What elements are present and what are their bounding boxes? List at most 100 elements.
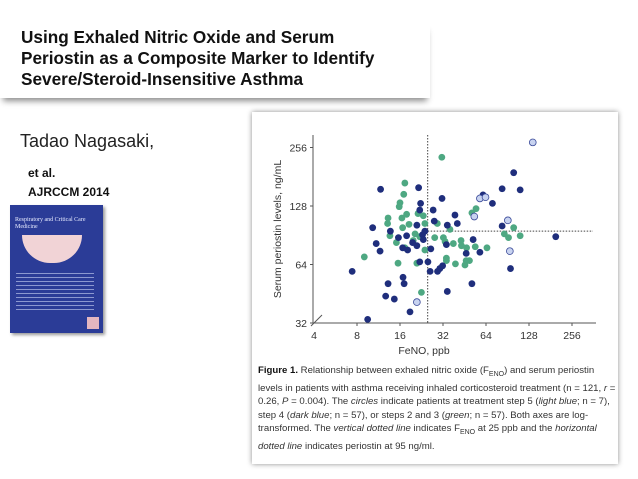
x-tick-label: 256 — [563, 330, 581, 342]
slide-title: Using Exhaled Nitric Oxide and Serum Per… — [21, 27, 374, 90]
caption-segment: vertical dotted line — [333, 423, 411, 435]
data-point-step2_3 — [360, 253, 368, 261]
data-point-step4 — [395, 234, 402, 242]
caption-segment: circles — [350, 396, 379, 408]
caption-segment: light blue — [538, 396, 578, 408]
data-point-step2_3 — [442, 257, 450, 265]
data-point-step2_3 — [438, 153, 446, 161]
data-point-step4 — [443, 221, 451, 229]
caption-segment: at 25 ppb and the — [475, 423, 556, 435]
data-point-step2_3 — [457, 237, 465, 244]
data-point-step2_3 — [418, 288, 425, 296]
data-point-step5 — [413, 298, 421, 306]
title-box — [0, 22, 430, 98]
data-point-step4 — [404, 246, 412, 254]
et-al: et al. — [28, 166, 56, 180]
data-point-step2_3 — [505, 234, 512, 242]
data-point-step2_3 — [421, 220, 429, 227]
data-point-step2_3 — [384, 220, 391, 227]
caption-segment: Relationship between exhaled nitric oxid… — [297, 365, 489, 376]
data-point-step4 — [429, 206, 437, 214]
data-point-step2_3 — [483, 244, 491, 252]
caption-segment: r — [603, 382, 608, 394]
data-point-step2_3 — [516, 232, 524, 240]
y-tick-label: 256 — [289, 143, 307, 155]
data-point-step4 — [438, 195, 446, 202]
data-point-step4 — [510, 169, 518, 177]
x-tick-label: 4 — [311, 330, 317, 342]
data-point-step4 — [406, 308, 414, 316]
x-tick-label: 64 — [480, 330, 492, 342]
data-point-step2_3 — [403, 210, 411, 218]
data-point-step2_3 — [399, 224, 407, 232]
caption-segment: indicate patients at treatment step 5 ( — [378, 396, 539, 408]
caption-segment: ; n = 57), or steps 2 and 3 ( — [329, 409, 445, 421]
data-point-step2_3 — [400, 190, 408, 198]
data-point-step4 — [451, 211, 459, 219]
data-point-step4 — [419, 236, 427, 243]
title-line: Severe/Steroid-Insensitive Asthma — [21, 69, 304, 89]
data-point-step4 — [390, 295, 398, 303]
axis-break-mark — [310, 314, 323, 327]
journal-cover-title: Respiratory and Critical Care Medicine — [15, 217, 86, 230]
data-point-step5 — [481, 193, 490, 202]
data-point-step4 — [415, 184, 423, 192]
title-line: Periostin as a Composite Marker to Ident… — [21, 48, 375, 68]
data-point-step4 — [424, 258, 432, 266]
data-point-step2_3 — [466, 257, 473, 265]
data-point-step4 — [498, 222, 506, 230]
data-point-step2_3 — [401, 179, 409, 187]
caption-segment: ENO — [459, 429, 476, 437]
data-point-step4 — [403, 232, 411, 240]
author: Tadao Nagasaki, — [20, 131, 155, 151]
data-point-step4 — [399, 273, 407, 281]
data-point-step2_3 — [419, 212, 427, 220]
data-point-step4 — [426, 267, 434, 275]
caption-segment: ; n = 57). Both axes are log-transformed… — [258, 409, 589, 435]
data-point-step2_3 — [421, 246, 429, 254]
caption-segment: indicates F — [410, 423, 460, 435]
data-point-step4 — [376, 247, 384, 255]
data-point-step5 — [528, 138, 537, 147]
data-point-step4 — [552, 233, 560, 241]
figure-caption: Figure 1. Relationship between exhaled n… — [258, 364, 620, 453]
data-point-step2_3 — [395, 203, 403, 211]
data-point-step2_3 — [405, 220, 413, 228]
data-point-step2_3 — [472, 205, 480, 213]
data-point-step4 — [462, 249, 470, 257]
y-tick-label: 64 — [295, 260, 307, 272]
y-tick-label: 32 — [295, 318, 307, 330]
data-point-step4 — [386, 227, 394, 235]
caption-segment: = 0.26, — [258, 382, 616, 408]
x-tick-label: 16 — [394, 330, 406, 342]
caption-segment: ) and serum periostin levels in patients… — [258, 365, 604, 394]
data-point-step2_3 — [398, 214, 406, 222]
caption-segment: ENO — [488, 370, 505, 378]
caption-segment: Figure 1. — [258, 365, 298, 376]
data-point-step2_3 — [471, 243, 479, 251]
data-point-step4 — [413, 242, 421, 250]
cover-text-lines — [16, 270, 94, 310]
data-point-step4 — [489, 200, 496, 207]
data-point-step4 — [468, 280, 476, 288]
title-line: Using Exhaled Nitric Oxide and Serum — [21, 27, 335, 47]
data-point-step4 — [427, 245, 435, 253]
data-point-step4 — [413, 221, 421, 229]
data-point-step4 — [372, 240, 380, 247]
caption-segment: ; n = 7), step 4 ( — [258, 396, 610, 421]
data-point-step4 — [400, 280, 408, 288]
data-point-step4 — [443, 288, 451, 295]
caption-segment: indicates periostin at 95 ng/ml. — [302, 440, 435, 452]
y-axis-label: Serum periostin levels, ng/mL — [272, 160, 284, 298]
data-point-step4 — [384, 280, 392, 288]
caption-segment: horizontal dotted line — [258, 423, 597, 452]
caption-segment: = 0.004). The — [288, 396, 351, 408]
x-tick-label: 128 — [520, 330, 538, 342]
data-point-step4 — [476, 248, 484, 256]
data-point-step4 — [439, 262, 447, 270]
cover-corner-logo — [87, 317, 99, 329]
data-point-step4 — [469, 236, 477, 243]
data-point-step4 — [364, 315, 372, 323]
citation: AJRCCM 2014 — [28, 185, 110, 199]
data-point-step2_3 — [449, 240, 457, 247]
